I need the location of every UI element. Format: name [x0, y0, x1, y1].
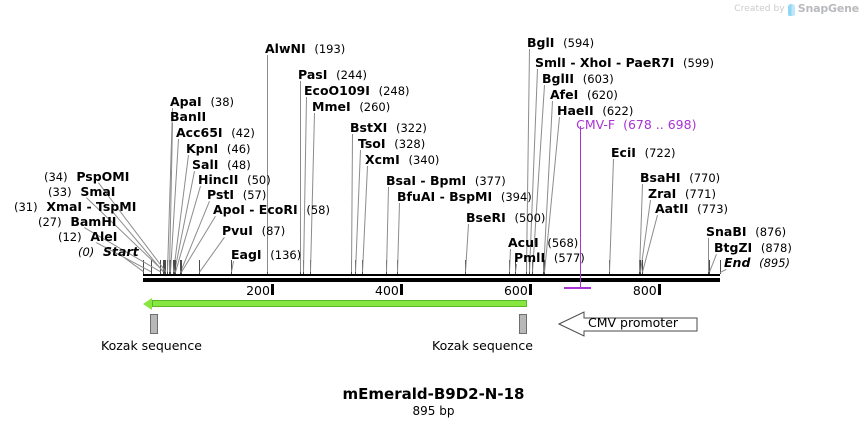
site-label-BanII: BanII	[170, 109, 207, 124]
site-tick-ApoI	[181, 260, 182, 274]
snapgene-logo-icon	[787, 3, 795, 16]
primer-cmv-f-bar	[564, 287, 591, 289]
site-tick-PstI	[180, 260, 181, 274]
site-label-PvuI: PvuI (87)	[222, 223, 286, 239]
ruler-label-800: 800	[632, 283, 657, 298]
leader-line-AlwNI	[267, 55, 268, 272]
backbone-line-thick	[143, 278, 720, 282]
site-label-BglI: BglI (594)	[527, 35, 595, 51]
site-label-AleI: (12) AleI	[58, 229, 118, 245]
site-tick-BtgZI	[709, 260, 710, 274]
backbone-line-thin	[143, 274, 720, 276]
site-label-ZraI: ZraI (771)	[648, 186, 716, 202]
watermark-brand: SnapGene	[797, 2, 859, 15]
site-tick-PvuI	[199, 260, 200, 274]
ruler-tick-400	[399, 284, 403, 295]
sequence-length-label: 895 bp	[412, 404, 455, 418]
page-title: mEmerald-B9D2-N-18	[342, 385, 525, 403]
site-label-SalI: SalI (48)	[192, 157, 251, 173]
site-label-PasI: PasI (244)	[298, 67, 368, 83]
site-label-HaeII: HaeII (622)	[557, 103, 634, 119]
site-label-AcuI: AcuI (568)	[508, 235, 579, 251]
site-label-HincII: HincII (50)	[198, 172, 271, 188]
kozak-feature-box-2	[519, 314, 527, 334]
site-label-BseRI: BseRI (500)	[466, 210, 546, 226]
ruler-label-600: 600	[503, 283, 528, 298]
site-label-PmlI: PmlI (577)	[514, 250, 585, 266]
cmv-promoter-arrow	[557, 310, 698, 342]
site-label-EagI: EagI (136)	[231, 247, 302, 263]
ruler-tick-600	[528, 284, 532, 295]
kozak-feature-box-1	[150, 314, 158, 334]
site-label-XmaI: (31) XmaI - TspMI	[14, 199, 137, 215]
primer-cmv-f-line	[580, 126, 582, 288]
site-label-KpnI: KpnI (46)	[186, 141, 251, 157]
site-label-BsaI: BsaI - BpmI (377)	[386, 173, 506, 189]
site-label-SnaBI: SnaBI (876)	[706, 224, 787, 240]
kozak-label-2: Kozak sequence	[432, 338, 533, 353]
site-label-PspOMI: (34) PspOMI	[44, 169, 130, 185]
site-label-TsoI: TsoI (328)	[358, 136, 426, 152]
site-tick-SmaI	[164, 260, 165, 274]
site-label-EciI: EciI (722)	[611, 145, 676, 161]
site-label-AfeI: AfeI (620)	[550, 87, 618, 103]
site-label-SmaI: (33) SmaI	[48, 184, 116, 200]
site-label-ApoI: ApoI - EcoRI (58)	[213, 202, 330, 218]
cmv-promoter-label: CMV promoter	[588, 315, 679, 330]
ruler-tick-200	[270, 284, 274, 295]
snapgene-watermark: Created by SnapGene	[734, 2, 859, 16]
site-label-AatII: AatII (773)	[655, 201, 729, 217]
ruler-tick-800	[657, 284, 661, 295]
site-label-BglII: BglII (603)	[542, 71, 614, 87]
watermark-prefix: Created by	[734, 3, 785, 14]
site-label-Start: (0) Start	[78, 244, 139, 260]
ruler-label-200: 200	[246, 283, 270, 298]
primer-cmv-f-label: CMV-F (678 .. 698)	[576, 117, 697, 132]
site-label-BamHI: (27) BamHI	[38, 214, 117, 230]
site-label-PstI: PstI (57)	[207, 187, 267, 203]
kozak-label-1: Kozak sequence	[101, 338, 202, 353]
site-label-XcmI: XcmI (340)	[365, 152, 440, 168]
site-tick-End	[720, 260, 721, 274]
site-tick-PspOMI	[165, 260, 166, 274]
site-label-End: End (895)	[724, 255, 791, 271]
orf-arrow-head	[143, 298, 152, 310]
orf-arrow-body	[152, 300, 527, 307]
site-label-BfuAI: BfuAI - BspMI (394)	[397, 189, 532, 205]
site-label-ApaI: ApaI (38)	[170, 94, 235, 110]
site-label-EcoO109I: EcoO109I (248)	[304, 83, 410, 99]
site-label-MmeI: MmeI (260)	[312, 99, 391, 115]
site-label-SmlI: SmlI - XhoI - PaeR7I (599)	[535, 55, 714, 71]
ruler-label-400: 400	[375, 283, 399, 298]
leader-line-PasI	[300, 81, 301, 272]
site-label-BtgZI: BtgZI (878)	[714, 240, 792, 256]
site-label-BsaHI: BsaHI (770)	[640, 170, 721, 186]
site-label-AlwNI: AlwNI (193)	[265, 41, 346, 57]
site-label-Acc65I: Acc65I (42)	[176, 125, 255, 141]
site-label-BstXI: BstXI (322)	[350, 120, 427, 136]
leader-line-SnaBI	[708, 238, 709, 272]
